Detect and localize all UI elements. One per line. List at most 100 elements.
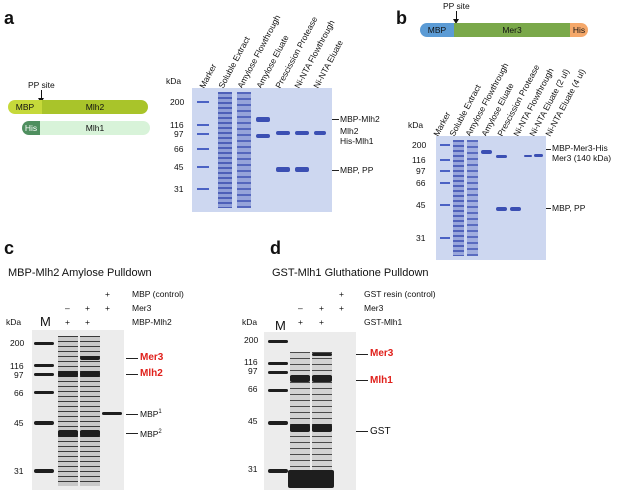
panel-c-letter: c <box>4 238 15 258</box>
gel-d <box>264 332 356 490</box>
kda-label-c: kDa <box>6 317 22 327</box>
marker-c-31: 31 <box>14 466 24 476</box>
his-tag-a: His <box>22 121 40 135</box>
band-label-d-gst: GST <box>370 426 391 437</box>
kda-label-a: kDa <box>166 76 182 86</box>
marker-c-200: 200 <box>10 338 25 348</box>
band-b-ni-2ul <box>524 155 532 157</box>
gel-a <box>192 88 332 212</box>
marker-a-116: 116 <box>170 120 184 130</box>
ladder-c-200 <box>34 342 54 345</box>
ladder-b-66 <box>440 182 450 184</box>
band-a-mbp-mlh2 <box>256 117 270 122</box>
band-a-ft-mlh2 <box>295 131 309 135</box>
sign-c-r1-3: + <box>105 289 110 299</box>
band-b-ni-4ul <box>534 154 543 157</box>
marker-a-31: 31 <box>174 184 184 194</box>
band-c-mer3 <box>80 356 100 360</box>
band-d-mlh1-1 <box>290 375 310 382</box>
cond-c-row2: Mer3 <box>132 303 152 313</box>
marker-c-116: 116 <box>10 361 24 371</box>
gel-c <box>32 330 124 490</box>
band-c-mbp1 <box>102 412 122 415</box>
panel-d-title: GST-Mlh1 Gluthatione Pulldown <box>272 267 429 279</box>
ladder-a-45 <box>197 166 209 168</box>
panel-d-letter: d <box>270 238 281 258</box>
sign-d-r2-1: – <box>298 303 303 313</box>
pp-site-label-a: PP site <box>28 80 55 90</box>
tick-d-mer3 <box>356 354 368 355</box>
marker-d-97: 97 <box>248 366 258 376</box>
ladder-b-116 <box>440 159 450 161</box>
tick-c-mlh2 <box>126 374 138 375</box>
ladder-d-200 <box>268 340 288 343</box>
band-label-d-mlh1: Mlh1 <box>370 375 393 386</box>
band-b-amylose-eluate <box>481 150 492 154</box>
marker-c-45: 45 <box>14 418 24 428</box>
mbp-tag-a: MBP <box>8 100 42 114</box>
panel-a-letter: a <box>4 8 15 28</box>
band-c-mbp2-2 <box>80 430 100 437</box>
band-a-ni-mlh2 <box>314 131 326 135</box>
mer3-domain: Mer3 <box>454 23 570 37</box>
cond-d-row1: GST resin (control) <box>364 289 436 299</box>
lane-d-1 <box>290 352 310 486</box>
marker-d-45: 45 <box>248 416 258 426</box>
cond-c-row3: MBP-Mlh2 <box>132 317 172 327</box>
sign-d-r2-3: + <box>339 303 344 313</box>
lane-b-soluble <box>453 140 464 256</box>
marker-b-97: 97 <box>416 166 426 176</box>
tick-d-gst <box>356 431 368 432</box>
marker-d-66: 66 <box>248 384 258 394</box>
ladder-a-31 <box>197 188 209 190</box>
band-label-a-mbp-pp: MBP, PP <box>340 165 374 175</box>
lane-b-flowthrough <box>467 140 478 256</box>
mlh2-domain: Mlh2 <box>42 100 148 114</box>
tick-c-mbp1 <box>126 414 138 415</box>
ladder-a-97 <box>197 133 209 135</box>
pp-site-arrow-a <box>41 90 42 100</box>
band-d-mer3 <box>312 353 332 356</box>
pp-site-label-b: PP site <box>443 1 470 11</box>
his-tag-b: His <box>570 23 588 37</box>
construct-mbp-mer3-his: MBP Mer3 His <box>420 23 588 37</box>
band-label-d-mer3: Mer3 <box>370 348 394 359</box>
pp-site-arrow-b <box>456 11 457 22</box>
ladder-c-97 <box>34 373 54 376</box>
lane-a-flowthrough <box>237 92 251 208</box>
ladder-c-31 <box>34 469 54 473</box>
ladder-a-66 <box>197 148 209 150</box>
band-d-bottom-1 <box>288 470 334 488</box>
marker-b-31: 31 <box>416 233 426 243</box>
band-label-a-mlh2: Mlh2 <box>340 126 359 136</box>
band-label-a-his-mlh1: His-Mlh1 <box>340 136 374 146</box>
ladder-b-97 <box>440 170 450 172</box>
marker-c-97: 97 <box>14 370 24 380</box>
sign-c-r3-1: + <box>65 317 70 327</box>
ladder-b-45 <box>440 204 450 206</box>
marker-b-66: 66 <box>416 178 426 188</box>
cond-d-row3: GST-Mlh1 <box>364 317 403 327</box>
tick-b-1 <box>546 149 551 150</box>
mbp-tag-b: MBP <box>420 23 454 37</box>
sign-c-r2-2: + <box>85 303 90 313</box>
tick-c-mer3 <box>126 358 138 359</box>
tick-a-1 <box>332 119 339 120</box>
sign-c-r2-3: + <box>105 303 110 313</box>
ladder-d-31 <box>268 469 288 473</box>
marker-a-200: 200 <box>170 97 185 107</box>
ladder-d-116 <box>268 362 288 365</box>
ladder-d-66 <box>268 389 288 392</box>
sign-c-r3-2: + <box>85 317 90 327</box>
marker-b-116: 116 <box>412 155 426 165</box>
mbp2-text: MBP <box>140 429 159 439</box>
band-label-c-mbp1: MBP1 <box>140 409 162 419</box>
sign-c-r2-1: – <box>65 303 70 313</box>
construct-mbp-mlh2: MBP Mlh2 <box>8 100 148 114</box>
marker-c-66: 66 <box>14 388 24 398</box>
marker-d-31: 31 <box>248 464 258 474</box>
cond-c-row1: MBP (control) <box>132 289 184 299</box>
marker-a-66: 66 <box>174 144 184 154</box>
gel-b <box>436 136 546 260</box>
marker-d-200: 200 <box>244 335 259 345</box>
